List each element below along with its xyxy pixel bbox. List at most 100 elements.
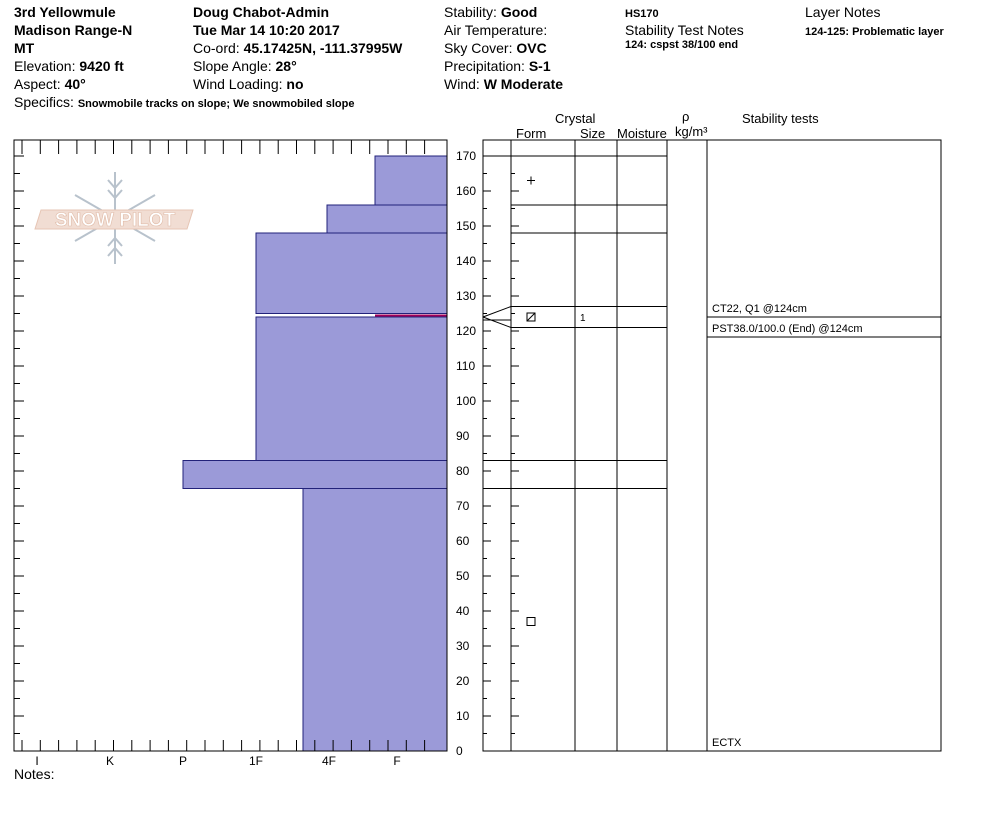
stability-value: Good	[500, 4, 538, 20]
hardness-labels: I K P 1F 4F F	[35, 754, 400, 768]
wind: Wind: W Moderate	[444, 76, 563, 93]
coordinates: Co-ord: 45.17425N, -111.37995W	[193, 40, 402, 57]
height-label-40: 40	[456, 604, 470, 618]
stability-test-ct: CT22, Q1 @124cm	[712, 303, 807, 315]
table-frame	[482, 139, 942, 752]
range-name: Madison Range-N	[14, 22, 133, 38]
height-label-150: 150	[456, 219, 476, 233]
layer-notes-title: Layer Notes	[805, 4, 881, 20]
height-label-120: 120	[456, 324, 476, 338]
specifics-label: Specifics:	[14, 94, 74, 110]
logo-banner	[34, 209, 194, 230]
stability: Stability: Good	[444, 4, 537, 21]
precip-label: Precipitation:	[444, 58, 525, 74]
layer-boundaries	[482, 155, 667, 489]
wind-label: Wind:	[444, 76, 480, 92]
sky-cover: Sky Cover: OVC	[444, 40, 547, 57]
weak-layer-bar	[375, 314, 447, 317]
form-header: Form	[516, 126, 547, 141]
size-header: Size	[580, 126, 606, 141]
height-label-10: 10	[456, 709, 470, 723]
logo-text: SNOW PILOT	[55, 210, 176, 231]
height-label-30: 30	[456, 639, 470, 653]
height-label-140: 140	[456, 254, 476, 268]
crystal-symbol-faceted-box	[526, 312, 536, 322]
crystal-size-1: 1	[580, 313, 586, 324]
height-label-110: 110	[456, 359, 475, 373]
elevation-value: 9420 ft	[79, 58, 124, 74]
stability-test-notes-title: Stability Test Notes	[625, 22, 744, 38]
density-rho-header: ρ	[682, 109, 690, 124]
hardness-bar-1	[326, 204, 448, 234]
specifics-value: Snowmobile tracks on slope; We snowmobil…	[77, 98, 355, 110]
stability-label: Stability:	[444, 4, 497, 20]
crystal-symbol-faceted-slash	[526, 312, 536, 322]
elevation-label: Elevation:	[14, 58, 76, 74]
datetime: Tue Mar 14 10:20 2017	[193, 22, 340, 38]
weak-layer-marker-upper	[482, 306, 512, 318]
slope-angle: Slope Angle: 28°	[193, 58, 297, 75]
profile-table: 1 CT22, Q1 @124cm PST38.0/100.0 (End) @12…	[482, 139, 942, 752]
hardness-label-1F: 1F	[249, 754, 263, 768]
height-label-80: 80	[456, 464, 470, 478]
wind-value: W Moderate	[483, 76, 564, 92]
hardness-bar-5	[182, 460, 448, 489]
snow-height: HS170	[625, 8, 659, 20]
hardness-label-K: K	[106, 754, 114, 768]
height-label-0: 0	[456, 744, 463, 758]
stability-test-ectx: ECTX	[712, 737, 742, 749]
hardness-bar-0	[374, 155, 448, 206]
notes-label: Notes:	[14, 766, 55, 782]
slope-value: 28°	[275, 58, 297, 74]
wind-loading-label: Wind Loading:	[193, 76, 283, 92]
precip-value: S-1	[528, 58, 551, 74]
hardness-label-4F: 4F	[322, 754, 336, 768]
hardness-label-P: P	[179, 754, 187, 768]
height-label-170: 170	[456, 149, 476, 163]
crystal-header: Crystal	[555, 111, 596, 126]
height-label-100: 100	[456, 394, 476, 408]
sky-value: OVC	[516, 40, 547, 56]
stability-test-entries: CT22, Q1 @124cm PST38.0/100.0 (End) @124c…	[707, 303, 941, 749]
elevation: Elevation: 9420 ft	[14, 58, 124, 75]
crystal-symbols: 1	[526, 176, 586, 626]
specifics: Specifics: Snowmobile tracks on slope; W…	[14, 94, 355, 113]
aspect: Aspect: 40°	[14, 76, 86, 93]
precipitation: Precipitation: S-1	[444, 58, 551, 75]
hardness-bar-6	[302, 488, 448, 752]
table-ticks	[483, 155, 519, 752]
hardness-bar-2	[255, 232, 448, 314]
stability-test-notes-text: 124: cspst 38/100 end	[625, 39, 739, 51]
height-label-160: 160	[456, 184, 476, 198]
crystal-symbol-square	[526, 617, 536, 626]
stability-test-pst: PST38.0/100.0 (End) @124cm	[712, 323, 863, 335]
hardness-ticks	[21, 140, 426, 751]
state-name: MT	[14, 40, 35, 56]
aspect-label: Aspect:	[14, 76, 61, 92]
stability-tests-header: Stability tests	[742, 111, 819, 126]
height-label-130: 130	[456, 289, 476, 303]
sky-label: Sky Cover:	[444, 40, 513, 56]
height-label-60: 60	[456, 534, 470, 548]
hardness-bar-4	[255, 316, 448, 461]
layer-notes-text: 124-125: Problematic layer	[805, 26, 944, 38]
air-temperature: Air Temperature:	[444, 22, 548, 38]
moisture-header: Moisture	[617, 126, 667, 141]
hardness-label-F: F	[393, 754, 400, 768]
hardness-bars	[182, 155, 448, 752]
hardness-label-I: I	[35, 754, 38, 768]
wind-loading-value: no	[286, 76, 304, 92]
weak-layer-marker-lower	[482, 316, 512, 328]
coord-value: 45.17425N, -111.37995W	[243, 40, 403, 56]
height-label-50: 50	[456, 569, 470, 583]
snowpilot-logo: SNOW PILOT	[34, 172, 194, 264]
wind-loading: Wind Loading: no	[193, 76, 304, 93]
slope-label: Slope Angle:	[193, 58, 272, 74]
height-label-20: 20	[456, 674, 470, 688]
aspect-value: 40°	[64, 76, 86, 92]
height-label-70: 70	[456, 499, 470, 513]
observer: Doug Chabot-Admin	[193, 4, 330, 20]
height-axis: 0 10 20 30 40 50 60 70 80 90 100 110 120 130 140 150 160…	[14, 149, 476, 758]
location-name: 3rd Yellowmule	[14, 4, 116, 20]
